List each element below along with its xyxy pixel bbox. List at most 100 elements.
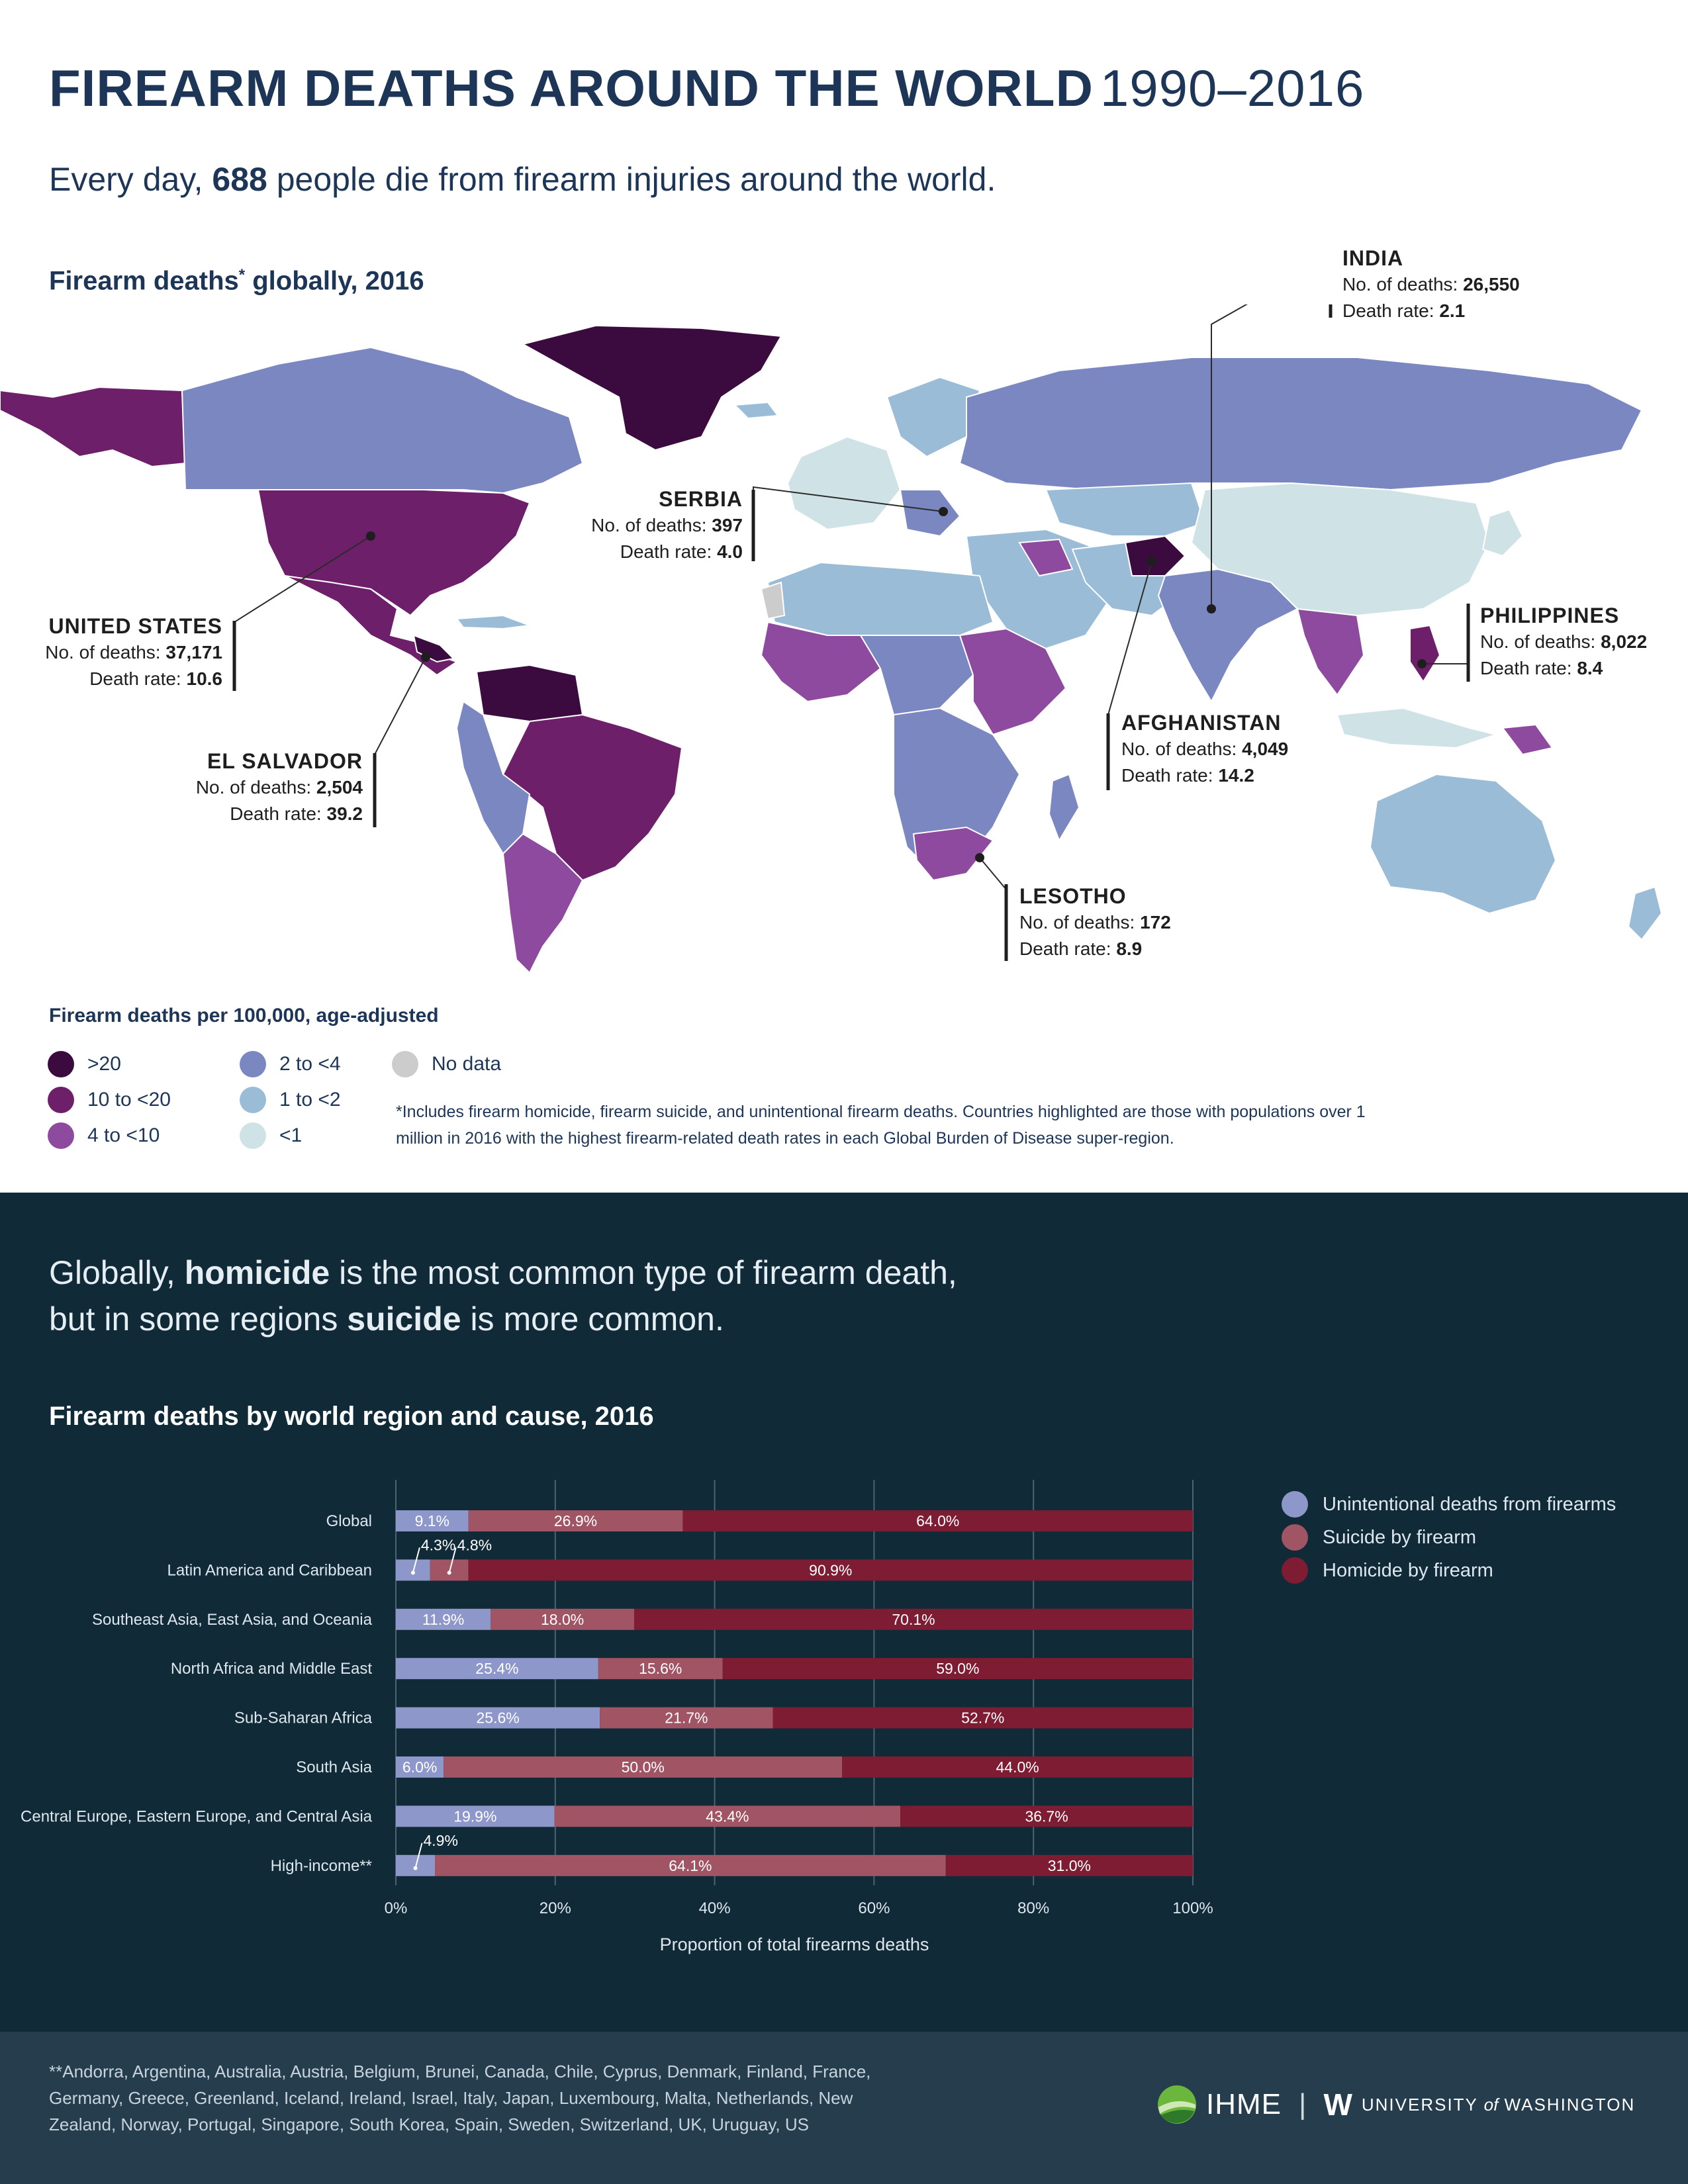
marker-india xyxy=(1207,604,1216,614)
bar-segment xyxy=(773,1707,1193,1729)
bar-data-label: 36.7% xyxy=(1025,1807,1068,1825)
legend-item-unintentional: Unintentional deaths from firearms xyxy=(1282,1488,1616,1521)
region-russia xyxy=(959,357,1643,491)
region-india xyxy=(1157,568,1299,704)
region-west-africa xyxy=(760,621,882,703)
marker-united-states xyxy=(366,531,375,541)
chart-legend: Unintentional deaths from firearms Suici… xyxy=(1282,1488,1616,1587)
callout-serbia: SERBIA No. of deaths: 397 Death rate: 4.… xyxy=(591,487,743,562)
bar-segment xyxy=(444,1756,843,1778)
legend-swatch xyxy=(240,1087,266,1113)
region-south-africa xyxy=(912,826,994,882)
x-tick-label: 40% xyxy=(699,1899,731,1917)
bar-data-label: 52.7% xyxy=(961,1709,1004,1727)
world-choropleth-map xyxy=(0,304,1663,974)
bar-segment xyxy=(434,1854,946,1876)
callout-india: INDIA No. of deaths: 26,550 Death rate: … xyxy=(1342,246,1520,321)
category-label: Sub-Saharan Africa xyxy=(234,1709,373,1727)
bar-segment xyxy=(468,1510,683,1531)
bar-segment xyxy=(491,1608,634,1630)
callout-markers xyxy=(366,507,1427,862)
bar-segment xyxy=(396,1510,469,1531)
callout-philippines: PHILIPPINES No. of deaths: 8,022 Death r… xyxy=(1480,604,1648,678)
region-alaska xyxy=(0,386,187,468)
category-label: Global xyxy=(326,1512,372,1530)
region-png xyxy=(1501,723,1554,756)
chart-title: Firearm deaths by world region and cause… xyxy=(49,1402,654,1431)
bar-segment xyxy=(900,1805,1193,1827)
bar-data-label: 26.9% xyxy=(554,1512,597,1529)
marker-serbia xyxy=(939,507,948,516)
bar-data-label: 6.0% xyxy=(402,1758,437,1776)
map-legend-item: 2 to <4 xyxy=(240,1051,341,1077)
bar-segment xyxy=(396,1707,600,1729)
region-europe-west xyxy=(786,435,902,531)
bar-segment xyxy=(554,1805,901,1827)
high-income-footnote: **Andorra, Argentina, Australia, Austria… xyxy=(49,2062,871,2134)
region-indonesia xyxy=(1336,707,1499,749)
legend-swatch xyxy=(240,1122,266,1149)
map-legend-title: Firearm deaths per 100,000, age-adjusted xyxy=(49,1005,439,1026)
bar-segment xyxy=(396,1805,555,1827)
x-tick-label: 60% xyxy=(858,1899,890,1917)
uw-w-logo-icon: W xyxy=(1323,2087,1352,2122)
bar-segment xyxy=(842,1756,1193,1778)
marker-el-salvador xyxy=(421,653,430,662)
logo-separator: | xyxy=(1299,2088,1307,2120)
legend-swatch xyxy=(48,1122,74,1149)
category-label: Southeast Asia, East Asia, and Oceania xyxy=(92,1611,373,1629)
bar-segment xyxy=(633,1608,1193,1630)
region-balkans xyxy=(899,489,961,537)
region-australia xyxy=(1369,773,1557,915)
bar-data-label: 70.1% xyxy=(892,1611,935,1628)
category-label: High-income** xyxy=(271,1857,372,1875)
marker-afghanistan xyxy=(1147,557,1156,566)
legend-swatch xyxy=(48,1051,74,1077)
callout-afghanistan: AFGHANISTAN No. of deaths: 4,049 Death r… xyxy=(1121,711,1289,786)
region-afghanistan xyxy=(1124,535,1186,576)
legend-swatch xyxy=(392,1051,418,1077)
bar-segment xyxy=(430,1559,469,1581)
section-headline: Globally, homicide is the most common ty… xyxy=(49,1254,957,1338)
bar-data-label: 21.7% xyxy=(665,1709,708,1727)
region-new-zealand xyxy=(1627,886,1663,941)
uw-logo-text: UNIVERSITY of WASHINGTON xyxy=(1361,2094,1636,2115)
category-label: Latin America and Caribbean xyxy=(167,1561,372,1579)
leader-el-salvador xyxy=(374,657,426,826)
region-central-asia xyxy=(1045,482,1206,537)
bar-data-label: 64.1% xyxy=(669,1857,712,1874)
map-legend-item: 4 to <10 xyxy=(48,1122,160,1149)
map-footnote: *Includes firearm homicide, firearm suic… xyxy=(396,1103,1366,1148)
bar-data-label: 90.9% xyxy=(809,1561,852,1578)
map-section: FIREARM DEATHS AROUND THE WORLD 1990–2016… xyxy=(0,59,1663,1149)
bar-data-label: 44.0% xyxy=(996,1758,1039,1776)
category-label: South Asia xyxy=(296,1758,372,1776)
map-legend-item: <1 xyxy=(240,1122,302,1149)
region-iceland xyxy=(733,401,779,420)
bar-segment xyxy=(396,1756,444,1778)
marker-lesotho xyxy=(975,853,984,862)
region-brazil xyxy=(502,713,683,882)
legend-swatch xyxy=(1282,1491,1308,1518)
bar-segment xyxy=(396,1658,598,1680)
bar-segment xyxy=(598,1658,723,1680)
region-philippines xyxy=(1409,624,1441,683)
region-north-africa xyxy=(767,561,994,636)
bar-segment xyxy=(396,1559,430,1581)
x-tick-label: 100% xyxy=(1172,1899,1213,1917)
region-southern-sa xyxy=(502,833,584,974)
legend-item-homicide: Homicide by firearm xyxy=(1282,1554,1616,1587)
callout-united-states: UNITED STATES No. of deaths: 37,171 Deat… xyxy=(45,614,222,689)
x-tick-label: 0% xyxy=(385,1899,408,1917)
region-east-africa xyxy=(959,627,1067,736)
bar-data-label: 64.0% xyxy=(916,1512,959,1529)
region-central-africa xyxy=(859,635,974,716)
headline-stat: Every day, 688 people die from firearm i… xyxy=(49,161,996,198)
map-legend-item: 1 to <2 xyxy=(240,1087,341,1113)
bar-data-label: 4.8% xyxy=(457,1536,492,1553)
bar-segment xyxy=(396,1854,435,1876)
legend-swatch xyxy=(240,1051,266,1077)
bar-data-label: 25.6% xyxy=(477,1709,520,1727)
region-usa xyxy=(257,489,531,617)
callout-lesotho: LESOTHO No. of deaths: 172 Death rate: 8… xyxy=(1019,884,1171,959)
